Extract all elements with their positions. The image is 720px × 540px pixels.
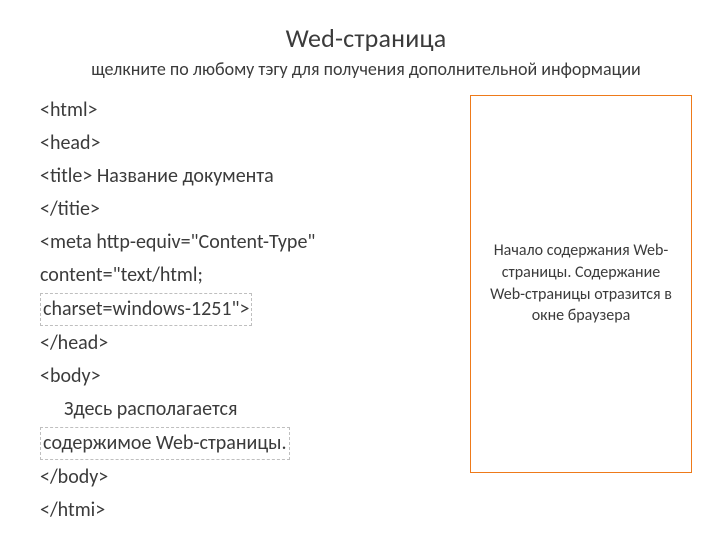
info-box-text: Начало содержания Web-страницы. Содержан…	[483, 240, 679, 326]
content-row: <html> <head> <title> Название документа…	[40, 95, 692, 528]
tag-body-open[interactable]: <body>	[40, 361, 440, 392]
tag-html-close[interactable]: </htmi>	[40, 495, 440, 526]
tag-meta-line2[interactable]: content="text/html;	[40, 260, 440, 291]
code-column: <html> <head> <title> Название документа…	[40, 95, 440, 528]
tag-meta-line1[interactable]: <meta http-equiv="Content-Type"	[40, 227, 440, 258]
page-title: Wed-страница	[40, 22, 692, 54]
tag-title-line[interactable]: <title> Название документа	[40, 161, 440, 192]
tag-body-close[interactable]: </body>	[40, 462, 440, 493]
tag-title-open: <title>	[40, 164, 97, 188]
body-content-line1: Здесь располагается	[40, 394, 440, 425]
page-subtitle: щелкните по любому тэгу для получения до…	[40, 58, 692, 81]
tag-html-open[interactable]: <html>	[40, 95, 440, 126]
tag-head-open[interactable]: <head>	[40, 128, 440, 159]
title-text: Название документа	[97, 164, 274, 188]
dashed-region-charset: charset=windows-1251">	[40, 293, 252, 326]
dashed-region-content: содержимое Web-страницы.	[40, 427, 290, 460]
tag-title-close[interactable]: </titie>	[40, 194, 440, 225]
tag-meta-line3[interactable]: charset=windows-1251">	[40, 293, 440, 326]
info-box: Начало содержания Web-страницы. Содержан…	[470, 95, 692, 473]
body-content-line2: содержимое Web-страницы.	[40, 427, 440, 460]
tag-head-close[interactable]: </head>	[40, 328, 440, 359]
slide: Wed-страница щелкните по любому тэгу для…	[0, 0, 720, 540]
